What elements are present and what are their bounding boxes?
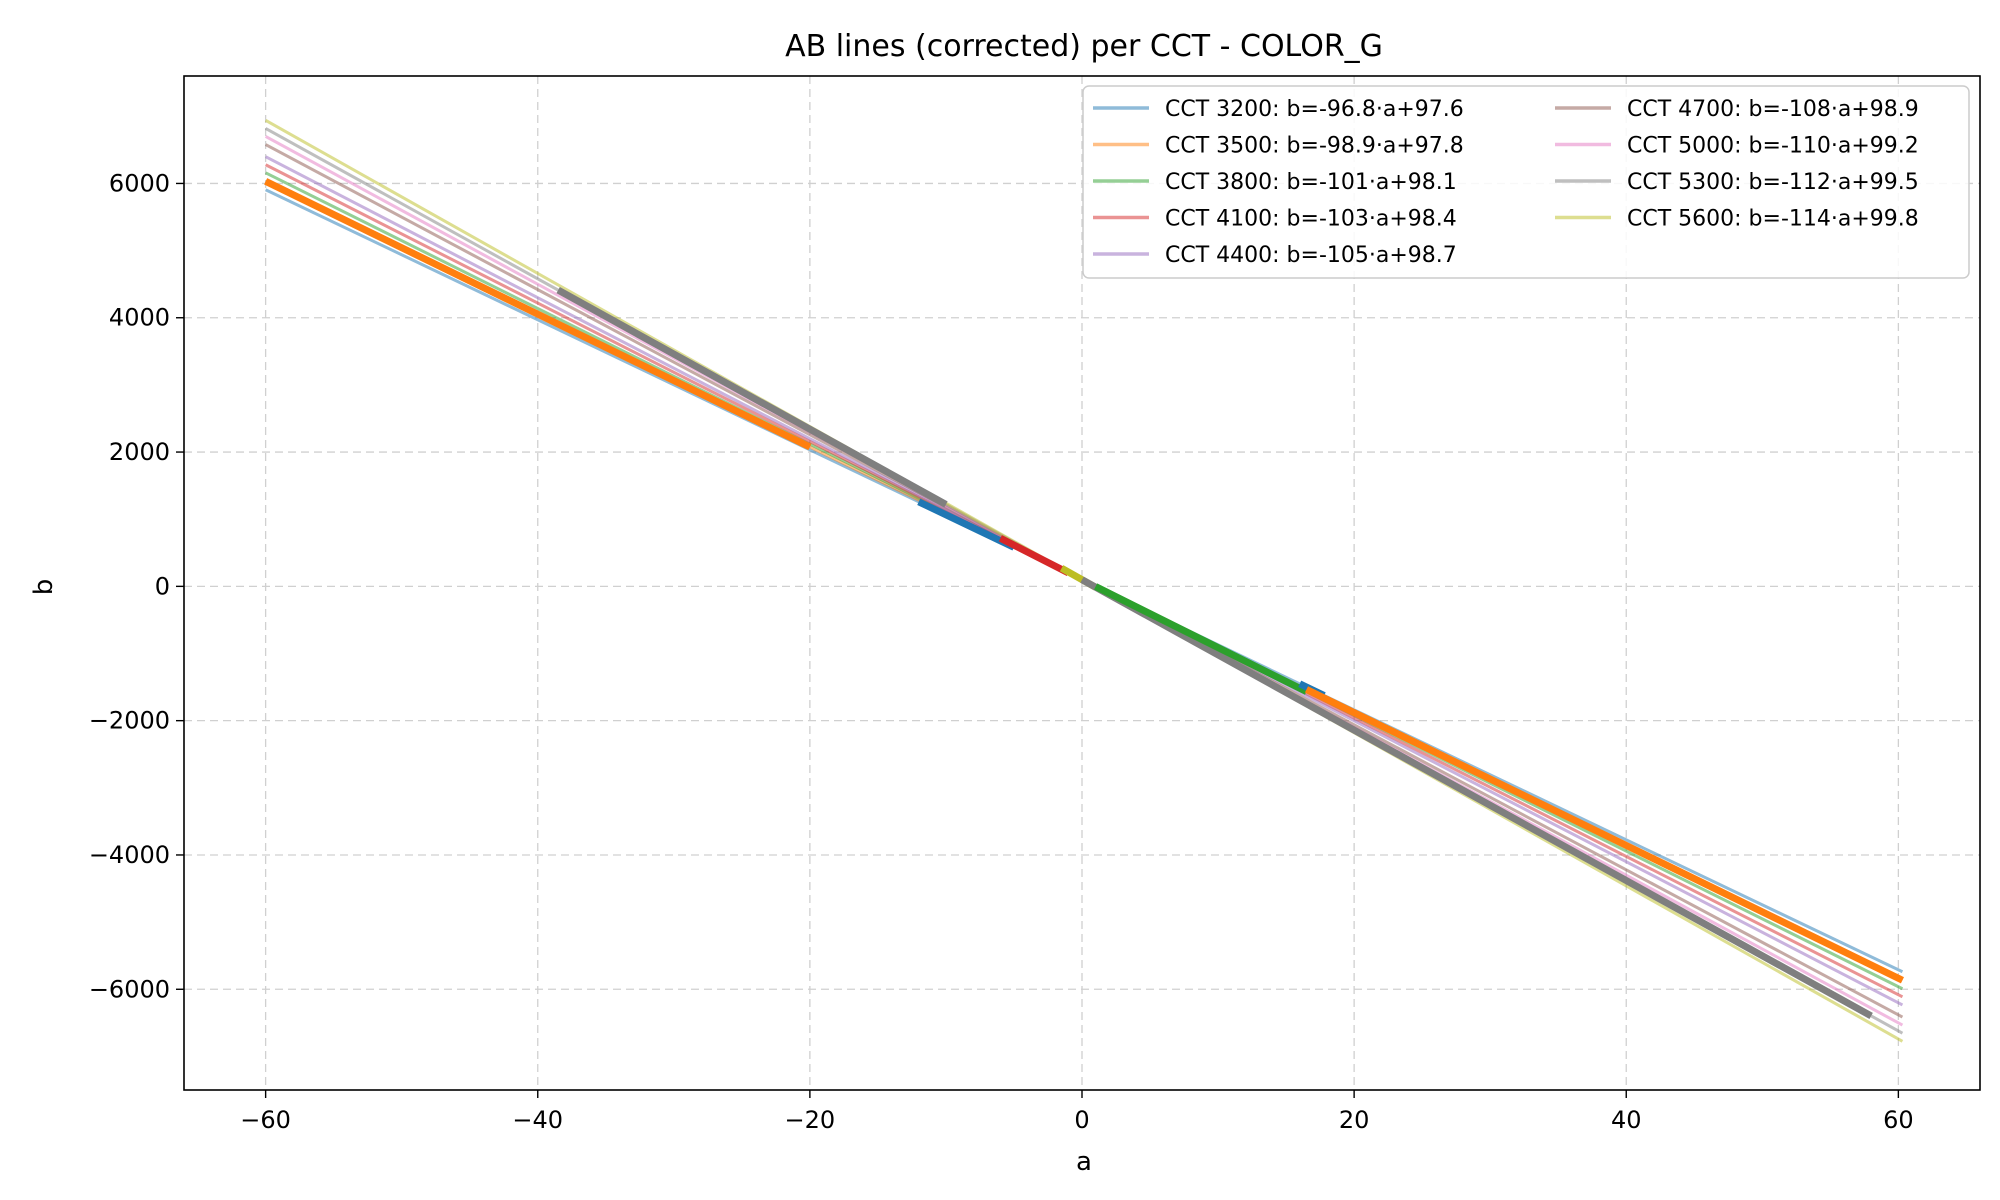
y-tick-label: 0 bbox=[155, 572, 170, 600]
highlight-segment bbox=[1094, 583, 1309, 695]
x-tick-label: 40 bbox=[1611, 1106, 1642, 1134]
y-tick-label: 2000 bbox=[109, 438, 170, 466]
legend-label: CCT 3500: b=-98.9·a+97.8 bbox=[1165, 134, 1464, 159]
y-tick-label: −6000 bbox=[89, 975, 170, 1003]
chart-title: AB lines (corrected) per CCT - COLOR_G bbox=[785, 29, 1383, 64]
legend-label: CCT 3800: b=-101·a+98.1 bbox=[1165, 170, 1457, 195]
highlight-segment bbox=[556, 287, 948, 508]
highlight-segment bbox=[1304, 686, 1904, 984]
x-tick-label: 20 bbox=[1339, 1106, 1370, 1134]
x-axis-label: a bbox=[1076, 1147, 1092, 1177]
y-tick-label: 6000 bbox=[109, 169, 170, 197]
legend-label: CCT 4700: b=-108·a+98.9 bbox=[1627, 97, 1919, 122]
legend-label: CCT 4400: b=-105·a+98.7 bbox=[1165, 243, 1457, 268]
legend-label: CCT 5000: b=-110·a+99.2 bbox=[1627, 134, 1919, 159]
grid bbox=[184, 76, 1980, 1090]
y-tick-label: −2000 bbox=[89, 707, 170, 735]
y-tick-label: 4000 bbox=[109, 304, 170, 332]
highlight-segment bbox=[998, 535, 1070, 576]
x-tick-label: −60 bbox=[240, 1106, 291, 1134]
legend-label: CCT 5600: b=-114·a+99.8 bbox=[1627, 207, 1919, 232]
x-ticks: −60 −40 −20 0 20 40 60 bbox=[240, 1090, 1914, 1134]
legend-label: CCT 4100: b=-103·a+98.4 bbox=[1165, 207, 1457, 232]
y-tick-label: −4000 bbox=[89, 841, 170, 869]
highlight-segment bbox=[917, 498, 1016, 551]
legend-label: CCT 5300: b=-112·a+99.5 bbox=[1627, 170, 1919, 195]
legend: CCT 3200: b=-96.8·a+97.6 CCT 3500: b=-98.… bbox=[1082, 85, 1970, 279]
y-ticks: −6000 −4000 −2000 0 2000 4000 6000 bbox=[89, 169, 184, 1003]
y-axis-label: b bbox=[29, 579, 59, 596]
x-tick-label: −40 bbox=[512, 1106, 563, 1134]
x-tick-label: −20 bbox=[785, 1106, 836, 1134]
x-tick-label: 60 bbox=[1883, 1106, 1914, 1134]
segment-layer bbox=[264, 178, 1904, 1019]
legend-box bbox=[1082, 85, 1970, 279]
highlight-segment bbox=[264, 178, 812, 451]
highlight-segment bbox=[1080, 576, 1873, 1019]
legend-label: CCT 3200: b=-96.8·a+97.6 bbox=[1165, 97, 1464, 122]
x-tick-label: 0 bbox=[1074, 1106, 1089, 1134]
